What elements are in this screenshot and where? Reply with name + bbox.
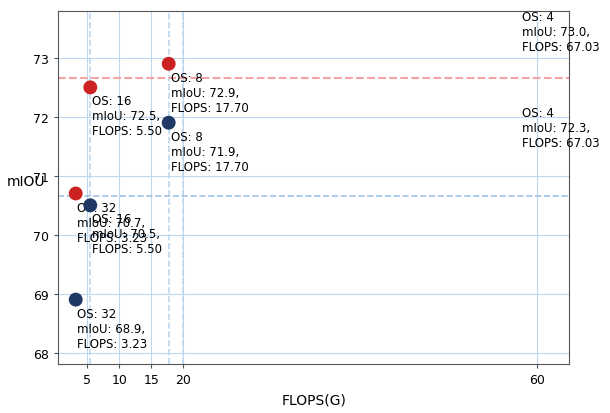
Point [85,85,95,91]
Text: OS: 4
mIoU: 73.0,
FLOPS: 67.03: OS: 4 mIoU: 73.0, FLOPS: 67.03 [522,11,600,54]
Point [85,202,95,209]
Text: OS: 32
mIoU: 70.7,
FLOPS: 3.23: OS: 32 mIoU: 70.7, FLOPS: 3.23 [77,201,147,244]
Y-axis label: mIOU: mIOU [7,174,45,188]
X-axis label: FLOPS(G): FLOPS(G) [281,392,346,406]
Point [164,61,174,68]
Point [594,55,604,62]
Point [594,97,604,103]
Text: OS: 8
mIoU: 71.9,
FLOPS: 17.70: OS: 8 mIoU: 71.9, FLOPS: 17.70 [171,131,249,173]
Point [71,297,81,303]
Text: OS: 4
mIoU: 72.3,
FLOPS: 67.03: OS: 4 mIoU: 72.3, FLOPS: 67.03 [522,107,600,150]
Point [164,120,174,127]
Text: OS: 32
mIoU: 68.9,
FLOPS: 3.23: OS: 32 mIoU: 68.9, FLOPS: 3.23 [77,307,147,350]
Point [71,191,81,197]
Text: OS: 16
mIoU: 70.5,
FLOPS: 5.50: OS: 16 mIoU: 70.5, FLOPS: 5.50 [92,213,162,256]
Text: OS: 8
mIoU: 72.9,
FLOPS: 17.70: OS: 8 mIoU: 72.9, FLOPS: 17.70 [171,72,249,114]
Text: OS: 16
mIoU: 72.5,
FLOPS: 5.50: OS: 16 mIoU: 72.5, FLOPS: 5.50 [92,95,162,138]
